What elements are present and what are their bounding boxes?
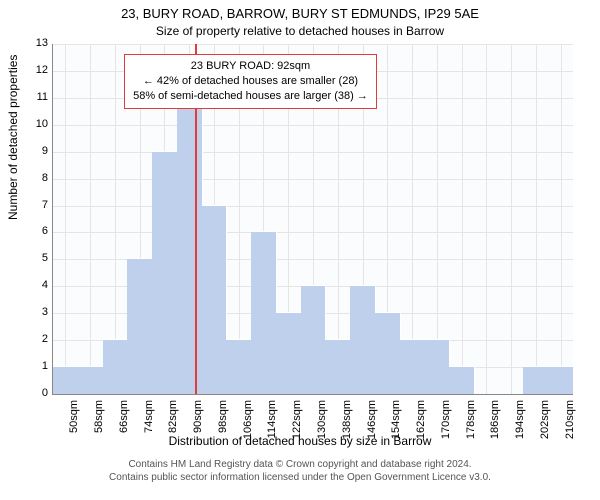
histogram-bar xyxy=(375,312,401,394)
y-axis-label: Number of detached properties xyxy=(6,55,20,220)
histogram-bar xyxy=(523,366,549,394)
annotation-box: 23 BURY ROAD: 92sqm← 42% of detached hou… xyxy=(124,54,377,109)
histogram-bar xyxy=(202,205,228,394)
plot-area: 23 BURY ROAD: 92sqm← 42% of detached hou… xyxy=(52,44,573,395)
chart-subtitle: Size of property relative to detached ho… xyxy=(0,24,600,38)
histogram-bar xyxy=(350,285,376,394)
y-tick-label: 6 xyxy=(18,225,48,237)
footer-line: Contains HM Land Registry data © Crown c… xyxy=(0,458,600,471)
y-tick-label: 3 xyxy=(18,306,48,318)
y-tick-label: 7 xyxy=(18,199,48,211)
histogram-bar xyxy=(449,366,475,394)
histogram-bar xyxy=(251,231,277,394)
gridline-v xyxy=(536,44,537,394)
histogram-bar xyxy=(53,366,79,394)
gridline-v xyxy=(561,44,562,394)
y-tick-label: 4 xyxy=(18,279,48,291)
gridline-v xyxy=(486,44,487,394)
y-tick-label: 5 xyxy=(18,252,48,264)
y-tick-label: 9 xyxy=(18,145,48,157)
footer-attribution: Contains HM Land Registry data © Crown c… xyxy=(0,458,600,484)
histogram-bar xyxy=(276,312,302,394)
y-tick-label: 2 xyxy=(18,333,48,345)
gridline-v xyxy=(90,44,91,394)
histogram-bar xyxy=(127,258,153,394)
chart-title: 23, BURY ROAD, BARROW, BURY ST EDMUNDS, … xyxy=(0,6,600,21)
gridline-v xyxy=(462,44,463,394)
annotation-line: 58% of semi-detached houses are larger (… xyxy=(133,89,368,104)
y-tick-label: 13 xyxy=(18,37,48,49)
histogram-bar xyxy=(103,339,129,394)
histogram-bar xyxy=(400,339,426,394)
annotation-line: ← 42% of detached houses are smaller (28… xyxy=(133,74,368,89)
histogram-bar xyxy=(226,339,252,394)
chart-container: 23, BURY ROAD, BARROW, BURY ST EDMUNDS, … xyxy=(0,0,600,500)
y-tick-label: 8 xyxy=(18,172,48,184)
footer-line: Contains public sector information licen… xyxy=(0,471,600,484)
y-tick-label: 11 xyxy=(18,91,48,103)
y-tick-label: 12 xyxy=(18,64,48,76)
histogram-bar xyxy=(152,151,178,394)
gridline-v xyxy=(511,44,512,394)
histogram-bar xyxy=(177,97,203,394)
histogram-bar xyxy=(78,366,104,394)
histogram-bar xyxy=(548,366,574,394)
histogram-bar xyxy=(325,339,351,394)
y-tick-label: 1 xyxy=(18,360,48,372)
histogram-bar xyxy=(301,285,327,394)
annotation-line: 23 BURY ROAD: 92sqm xyxy=(133,59,368,74)
y-tick-label: 0 xyxy=(18,387,48,399)
x-axis-label: Distribution of detached houses by size … xyxy=(0,434,600,448)
y-tick-label: 10 xyxy=(18,118,48,130)
gridline-v xyxy=(65,44,66,394)
histogram-bar xyxy=(424,339,450,394)
